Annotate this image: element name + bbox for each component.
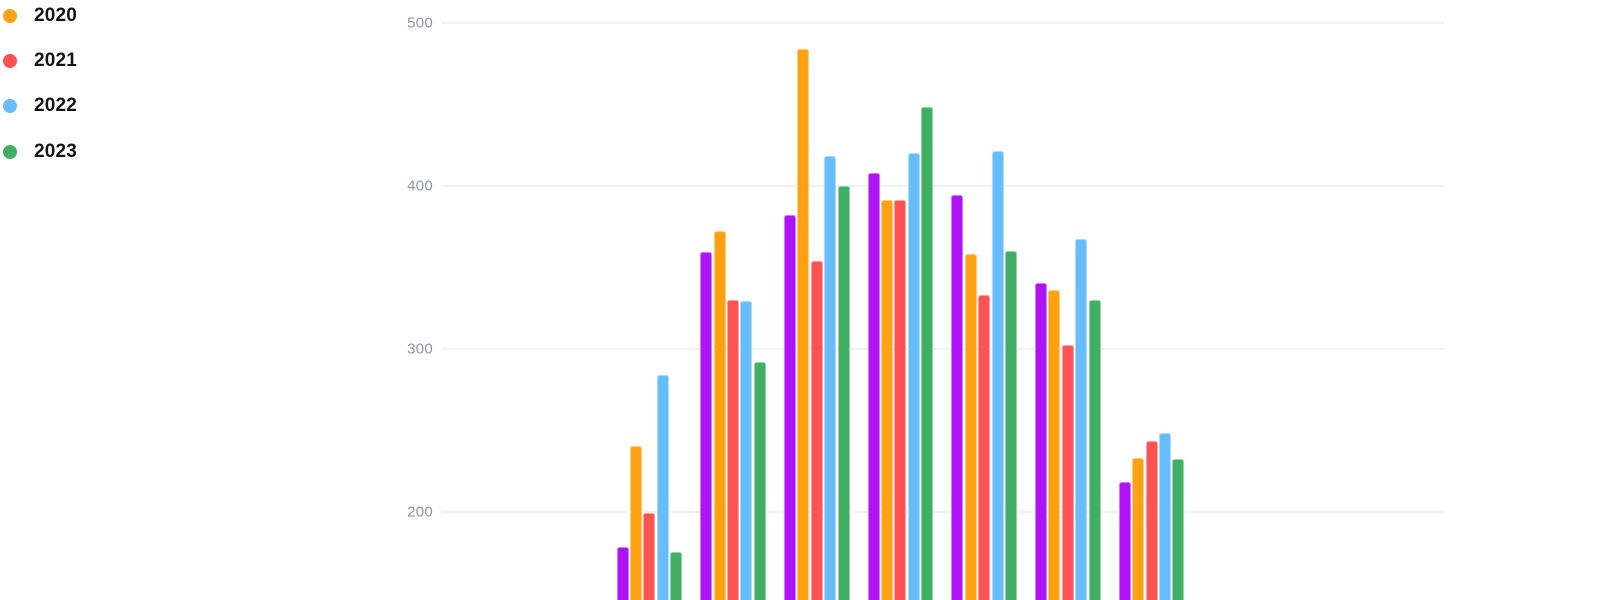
bar-2020-group4[interactable] [881, 200, 893, 600]
bar-2023-group1[interactable] [670, 552, 683, 600]
bar-2020-group6[interactable] [1048, 289, 1061, 600]
bar-2020-group5[interactable] [964, 254, 977, 600]
legend-label-2022: 2022 [34, 95, 78, 116]
bar-2020-group2[interactable] [713, 231, 726, 600]
bar-2023-group6[interactable] [1088, 299, 1101, 600]
legend-item-2022[interactable]: 2022 [3, 95, 77, 117]
bar-2022-group6[interactable] [1075, 239, 1088, 600]
bar-series0-group6[interactable] [1035, 283, 1047, 600]
legend-label-2020: 2020 [34, 5, 78, 26]
bar-series0-group3[interactable] [783, 214, 796, 600]
bar-2023-group3[interactable] [837, 185, 850, 600]
bar-series0-group7[interactable] [1118, 482, 1131, 600]
legend-label-2021: 2021 [34, 50, 78, 71]
gridline-200 [441, 511, 1444, 513]
y-tick-200: 200 [407, 503, 433, 521]
legend-item-2020[interactable]: 2020 [3, 5, 77, 27]
bar-2022-group7[interactable] [1158, 433, 1171, 600]
bar-2023-group2[interactable] [753, 361, 766, 600]
bar-2021-group7[interactable] [1145, 441, 1158, 600]
legend-swatch-2021 [3, 54, 17, 68]
chart-legend: 2020 2021 2022 2023 [3, 0, 223, 200]
bar-series0-group2[interactable] [700, 252, 713, 600]
bar-series0-group4[interactable] [867, 172, 880, 600]
bar-2020-group1[interactable] [629, 446, 642, 600]
bar-2020-group7[interactable] [1132, 457, 1145, 600]
y-tick-300: 300 [407, 340, 433, 358]
bar-2022-group5[interactable] [991, 151, 1004, 600]
legend-swatch-2023 [3, 145, 17, 159]
gridline-500 [441, 22, 1444, 24]
bar-2022-group4[interactable] [907, 153, 920, 600]
bar-series0-group5[interactable] [951, 195, 964, 600]
bar-2021-group2[interactable] [727, 299, 739, 600]
bar-series0-group1[interactable] [616, 547, 629, 600]
bar-2021-group6[interactable] [1061, 345, 1074, 600]
bar-2022-group2[interactable] [740, 301, 753, 600]
bar-2022-group3[interactable] [824, 156, 837, 600]
bar-2021-group4[interactable] [894, 200, 907, 600]
gridline-400 [441, 185, 1444, 187]
legend-swatch-2020 [3, 9, 17, 23]
bar-2021-group1[interactable] [643, 513, 656, 600]
legend-item-2021[interactable]: 2021 [3, 50, 77, 72]
legend-label-2023: 2023 [34, 141, 78, 162]
bar-2021-group3[interactable] [810, 260, 823, 600]
legend-item-2023[interactable]: 2023 [3, 141, 77, 163]
bar-2021-group5[interactable] [978, 294, 991, 600]
y-tick-500: 500 [407, 14, 433, 32]
bar-2022-group1[interactable] [656, 374, 669, 600]
bar-2023-group5[interactable] [1004, 250, 1017, 600]
bar-2020-group3[interactable] [797, 48, 810, 600]
gridline-300 [441, 348, 1444, 350]
bar-2023-group4[interactable] [921, 107, 934, 600]
legend-swatch-2022 [3, 99, 17, 113]
bar-2023-group7[interactable] [1172, 459, 1185, 600]
y-tick-400: 400 [407, 177, 433, 195]
